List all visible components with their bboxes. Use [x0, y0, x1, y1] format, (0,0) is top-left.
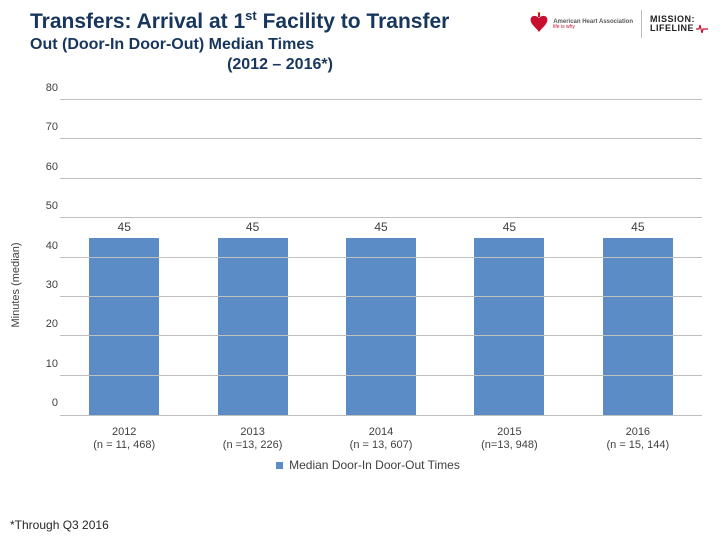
- plot-area: 4545454545 01020304050607080: [60, 100, 702, 416]
- legend-swatch: [276, 462, 283, 469]
- bar: [218, 238, 288, 415]
- gridline: [60, 178, 702, 179]
- bar-slot: 45: [445, 100, 573, 415]
- x-label: 2014(n = 13, 607): [317, 426, 445, 452]
- heart-torch-icon: [529, 12, 549, 36]
- bar-slot: 45: [317, 100, 445, 415]
- x-label: 2016(n = 15, 144): [574, 426, 702, 452]
- y-tick: 40: [36, 240, 58, 252]
- aha-text: American Heart Association life is why: [553, 19, 633, 30]
- aha-logo: American Heart Association life is why: [529, 12, 633, 36]
- title-line-1: Transfers: Arrival at 1st Facility to Tr…: [30, 8, 530, 35]
- bar-slot: 45: [60, 100, 188, 415]
- legend: Median Door-In Door-Out Times: [34, 458, 702, 472]
- y-tick: 10: [36, 358, 58, 370]
- logo-block: American Heart Association life is why M…: [529, 10, 708, 38]
- gridline: [60, 257, 702, 258]
- bar: [346, 238, 416, 415]
- gridline: [60, 99, 702, 100]
- title-superscript: st: [245, 8, 257, 23]
- x-label: 2015(n=13, 948): [445, 426, 573, 452]
- bar-slot: 45: [574, 100, 702, 415]
- legend-label: Median Door-In Door-Out Times: [289, 458, 460, 472]
- y-tick: 60: [36, 161, 58, 173]
- logo-separator: [641, 10, 642, 38]
- gridline: [60, 335, 702, 336]
- bar-value-label: 45: [374, 220, 387, 234]
- ekg-icon: [696, 24, 708, 34]
- gridline: [60, 138, 702, 139]
- title-line-2: Out (Door-In Door-Out) Median Times: [30, 35, 530, 55]
- bar-value-label: 45: [503, 220, 516, 234]
- x-label: 2012(n = 11, 468): [60, 426, 188, 452]
- gridline: [60, 375, 702, 376]
- title-line-3: (2012 – 2016*): [30, 55, 530, 75]
- y-tick: 30: [36, 279, 58, 291]
- title-text-1a: Transfers: Arrival at 1: [30, 10, 245, 33]
- bar-value-label: 45: [118, 220, 131, 234]
- y-tick: 50: [36, 200, 58, 212]
- lifeline-text: LIFELINE: [650, 24, 694, 33]
- bar-value-label: 45: [246, 220, 259, 234]
- gridline: [60, 217, 702, 218]
- x-label: 2013(n =13, 226): [188, 426, 316, 452]
- bar: [89, 238, 159, 415]
- bar: [474, 238, 544, 415]
- y-tick: 80: [36, 82, 58, 94]
- bar: [603, 238, 673, 415]
- bar-slot: 45: [188, 100, 316, 415]
- mission-lifeline-logo: MISSION: LIFELINE: [650, 15, 708, 34]
- x-labels: 2012(n = 11, 468)2013(n =13, 226)2014(n …: [60, 426, 702, 452]
- aha-tag: life is why: [553, 25, 633, 30]
- bar-chart: Minutes (median) 4545454545 010203040506…: [34, 100, 702, 470]
- y-tick: 70: [36, 121, 58, 133]
- footnote: *Through Q3 2016: [10, 518, 109, 532]
- y-axis-label: Minutes (median): [10, 243, 22, 328]
- title-text-1b: Facility to Transfer: [257, 10, 450, 33]
- gridline: [60, 296, 702, 297]
- bars-container: 45 45 45 45 45: [60, 100, 702, 415]
- bar-value-label: 45: [631, 220, 644, 234]
- y-tick: 0: [36, 397, 58, 409]
- y-tick: 20: [36, 318, 58, 330]
- slide: Transfers: Arrival at 1st Facility to Tr…: [0, 0, 720, 540]
- title-block: Transfers: Arrival at 1st Facility to Tr…: [30, 8, 530, 75]
